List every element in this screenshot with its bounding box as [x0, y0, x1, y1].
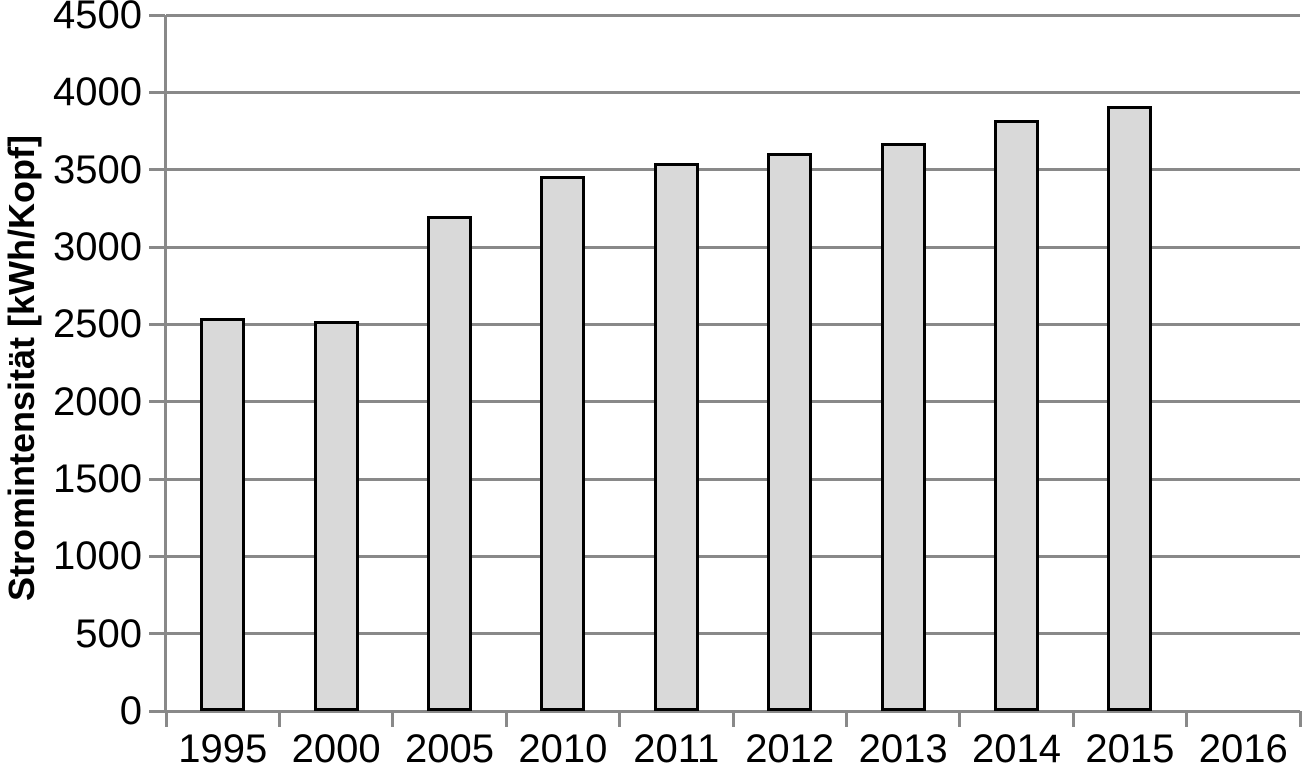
x-tick-boundary	[731, 711, 735, 727]
y-tick-label: 4000	[53, 70, 142, 115]
x-tick-boundary	[618, 711, 622, 727]
y-tick-label: 500	[75, 611, 142, 656]
x-tick-label: 2000	[291, 727, 381, 768]
x-tick-label: 2014	[972, 727, 1061, 768]
x-tick-boundary	[1185, 711, 1189, 727]
bar-2011	[653, 162, 699, 711]
y-tick-label: 3000	[53, 225, 142, 269]
x-tick-boundary	[164, 711, 168, 727]
x-tick-boundary	[844, 711, 848, 727]
y-tick-4000	[149, 90, 165, 94]
y-tick-label: 1000	[53, 534, 142, 579]
y-tick-1000	[149, 554, 165, 558]
gridline-4500	[166, 13, 1300, 17]
x-tick-label: 2016	[1198, 727, 1288, 768]
y-tick-2500	[149, 322, 165, 326]
gridline-2000	[166, 400, 1300, 404]
bar-1995	[200, 318, 246, 711]
x-tick-label: 2005	[405, 727, 494, 768]
gridline-2500	[166, 322, 1300, 326]
bar-2013	[880, 143, 926, 711]
y-axis-line	[164, 15, 167, 711]
bar-2012	[767, 152, 813, 711]
y-tick-4500	[149, 13, 165, 17]
y-tick-500	[149, 632, 165, 636]
bar-2014	[994, 120, 1039, 711]
x-tick-label: 2015	[1085, 727, 1175, 768]
bar-2000	[313, 321, 359, 711]
y-tick-2000	[149, 400, 165, 404]
x-tick-boundary	[391, 711, 395, 727]
x-tick-boundary	[958, 711, 962, 727]
x-tick-label: 2012	[745, 727, 835, 768]
y-tick-3500	[149, 168, 165, 172]
y-axis-title: Stromintensität [kWh/Kopf]	[1, 135, 42, 601]
x-tick-label: 2013	[858, 727, 948, 768]
y-tick-label: 1500	[53, 457, 142, 501]
gridline-500	[166, 632, 1300, 636]
gridline-1000	[166, 554, 1300, 558]
y-tick-1500	[149, 477, 165, 481]
plot-area: 0 500 1000 1500 2000 2500 3000 3500 4000 4500 1995…	[53, 0, 1302, 768]
gridline-4000	[166, 90, 1300, 94]
y-tick-0	[149, 709, 165, 713]
y-tick-3000	[149, 245, 165, 249]
bar-2010	[540, 175, 586, 711]
x-tick-boundary	[1298, 711, 1302, 727]
bar-2015	[1107, 106, 1153, 711]
gridline-3500	[166, 168, 1300, 172]
x-tick-boundary	[277, 711, 281, 727]
y-tick-label: 0	[119, 689, 142, 733]
bar-2005	[427, 216, 472, 711]
y-tick-label: 3500	[53, 147, 142, 192]
y-tick-label: 4500	[53, 0, 142, 37]
x-tick-label: 2010	[518, 727, 608, 768]
x-tick-label: 2011	[633, 727, 720, 768]
x-tick-label: 1995	[178, 727, 268, 768]
x-tick-boundary	[504, 711, 508, 727]
y-tick-label: 2000	[53, 379, 142, 424]
gridline-3000	[166, 245, 1300, 249]
y-tick-label: 2500	[53, 302, 142, 347]
x-tick-boundary	[1071, 711, 1075, 727]
gridline-1500	[166, 477, 1300, 481]
